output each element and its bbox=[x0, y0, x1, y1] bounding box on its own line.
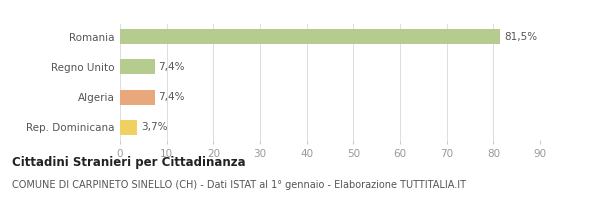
Text: 7,4%: 7,4% bbox=[158, 62, 185, 72]
Bar bbox=[120, 59, 155, 74]
Legend: Europa, Africa, America: Europa, Africa, America bbox=[236, 0, 424, 1]
Text: 7,4%: 7,4% bbox=[158, 92, 185, 102]
Text: 81,5%: 81,5% bbox=[504, 32, 537, 42]
Bar bbox=[120, 120, 137, 135]
Text: COMUNE DI CARPINETO SINELLO (CH) - Dati ISTAT al 1° gennaio - Elaborazione TUTTI: COMUNE DI CARPINETO SINELLO (CH) - Dati … bbox=[12, 180, 466, 190]
Text: 3,7%: 3,7% bbox=[141, 122, 167, 132]
Bar bbox=[120, 90, 155, 105]
Bar bbox=[120, 29, 500, 44]
Text: Cittadini Stranieri per Cittadinanza: Cittadini Stranieri per Cittadinanza bbox=[12, 156, 245, 169]
